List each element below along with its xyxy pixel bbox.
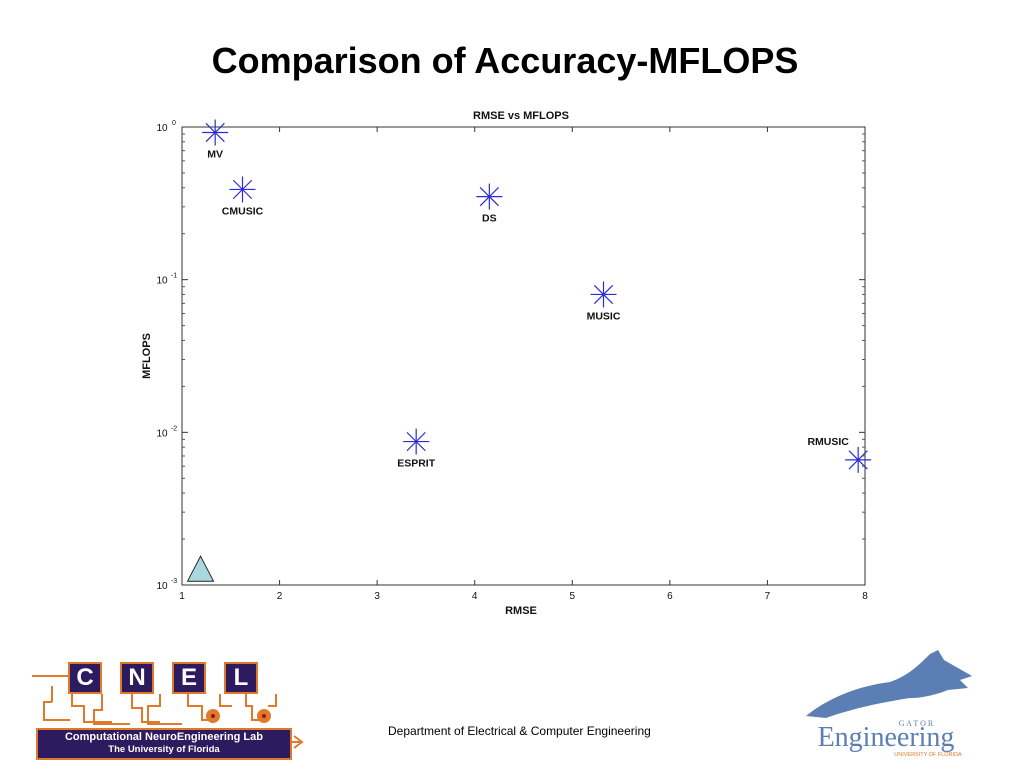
y-tick-exponent: -3 bbox=[171, 578, 177, 585]
asterisk-stroke bbox=[205, 122, 225, 143]
gator-university: UNIVERSITY OF FLORIDA bbox=[894, 752, 962, 758]
point-label-cmusic: CMUSIC bbox=[222, 205, 264, 217]
gator-engineering-word: Engineering bbox=[818, 722, 955, 753]
data-point-rmusic bbox=[845, 446, 872, 473]
data-point-cmusic bbox=[229, 176, 256, 203]
cnel-banner: Computational NeuroEngineering Lab The U… bbox=[36, 728, 292, 760]
x-tick-label: 5 bbox=[570, 591, 576, 602]
data-point-music bbox=[590, 281, 617, 308]
gator-icon bbox=[806, 650, 972, 718]
cnel-university: The University of Florida bbox=[108, 744, 220, 755]
x-tick-label: 2 bbox=[277, 591, 283, 602]
data-points: MV CMUSIC DS MUSIC ESPRIT RMUSIC bbox=[186, 119, 872, 582]
cnel-logo: C N E L Computational NeuroEngineering L… bbox=[32, 650, 307, 760]
x-tick-label: 4 bbox=[472, 591, 478, 602]
reference-triangle-marker bbox=[186, 555, 215, 582]
x-tick-label: 1 bbox=[179, 591, 185, 602]
point-label-mv: MV bbox=[207, 149, 223, 161]
asterisk-stroke bbox=[593, 284, 614, 305]
x-tick-label: 6 bbox=[667, 591, 673, 602]
cnel-letter-n: N bbox=[120, 662, 154, 694]
point-label-music: MUSIC bbox=[587, 310, 621, 322]
y-tick-label: 10 bbox=[156, 581, 168, 592]
plot-area bbox=[181, 126, 866, 586]
y-tick-exponent: -2 bbox=[171, 425, 177, 432]
gator-small-top: G A T O R bbox=[899, 719, 934, 728]
x-axis-label: RMSE bbox=[505, 605, 537, 617]
cnel-circuit-lines bbox=[32, 675, 304, 749]
asterisk-stroke bbox=[479, 186, 499, 207]
y-tick-exponent: -1 bbox=[171, 273, 177, 280]
y-tick-exponent: 0 bbox=[172, 120, 176, 127]
asterisk-stroke bbox=[848, 450, 868, 470]
department-footer: Department of Electrical & Computer Engi… bbox=[388, 724, 651, 738]
x-tick-label: 7 bbox=[765, 591, 771, 602]
asterisk-stroke bbox=[406, 431, 426, 452]
cnel-letter-e: E bbox=[172, 662, 206, 694]
point-label-ds: DS bbox=[482, 213, 497, 225]
data-point-ds bbox=[476, 183, 503, 210]
point-label-rmusic: RMUSIC bbox=[807, 436, 849, 448]
data-point-esprit bbox=[403, 428, 430, 455]
point-label-esprit: ESPRIT bbox=[397, 458, 436, 470]
cnel-letter-l: L bbox=[224, 662, 258, 694]
y-tick-label: 10 bbox=[156, 276, 168, 287]
cnel-lab-name: Computational NeuroEngineering Lab bbox=[64, 731, 263, 743]
asterisk-stroke bbox=[232, 179, 253, 200]
y-tick-label: 10 bbox=[156, 428, 168, 439]
y-axis-label: MFLOPS bbox=[141, 333, 153, 379]
y-tick-label: 10 bbox=[156, 123, 168, 134]
cnel-letter-c: C bbox=[68, 662, 102, 694]
data-point-mv bbox=[202, 119, 229, 146]
gator-engineering-logo: G A T O R Engineering UNIVERSITY OF FLOR… bbox=[806, 650, 972, 758]
x-tick-label: 8 bbox=[862, 591, 868, 602]
x-tick-label: 3 bbox=[374, 591, 380, 602]
slide-title: Comparison of Accuracy-MFLOPS bbox=[211, 40, 799, 81]
chart-title: RMSE vs MFLOPS bbox=[473, 110, 569, 122]
